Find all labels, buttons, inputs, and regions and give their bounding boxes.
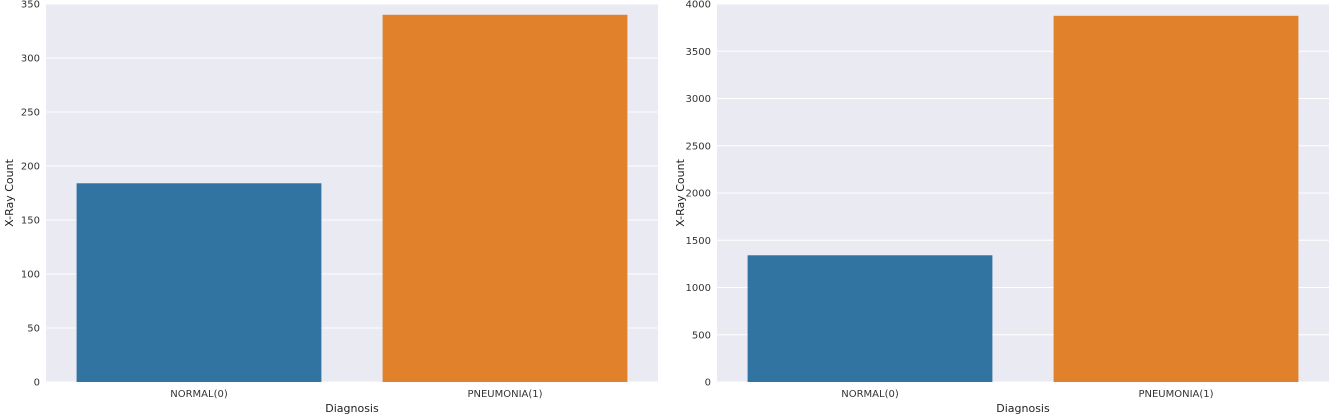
y-tick-label: 1000 (686, 283, 711, 294)
y-axis-label: X-Ray Count (674, 158, 687, 226)
bar-normal-0 (747, 255, 993, 382)
x-axis-label: Diagnosis (996, 402, 1050, 415)
chart-left: 0 50 100 150 200 250 300 350 NORMAL(0) PNEUMONIA(… (3, 0, 658, 415)
bar-normal-0 (76, 183, 322, 382)
y-tick-label: 300 (21, 54, 40, 65)
y-axis-label: X-Ray Count (3, 158, 16, 226)
y-tick-label: 150 (21, 216, 40, 227)
y-tick-label: 200 (21, 162, 40, 173)
bar-pneumonia-1 (1053, 15, 1299, 382)
x-axis-label: Diagnosis (325, 402, 379, 415)
y-tick-label: 3000 (686, 94, 711, 105)
x-tick-label: PNEUMONIA(1) (1138, 389, 1213, 400)
y-tick-label: 250 (21, 108, 40, 119)
y-tick-label: 50 (27, 324, 40, 335)
y-tick-label: 2500 (686, 141, 711, 152)
y-tick-label: 0 (705, 378, 711, 389)
y-tick-label: 1500 (686, 236, 711, 247)
y-tick-label: 0 (34, 378, 40, 389)
y-tick-label: 2000 (686, 189, 711, 200)
y-tick-label: 350 (21, 0, 40, 11)
bar-pneumonia-1 (382, 14, 628, 383)
x-tick-label: NORMAL(0) (841, 389, 899, 400)
y-tick-label: 500 (692, 330, 711, 341)
y-tick-label: 3500 (686, 47, 711, 58)
x-tick-label: PNEUMONIA(1) (467, 389, 542, 400)
y-tick-label: 4000 (686, 0, 711, 11)
chart-right: 0 500 1000 1500 2000 2500 3000 3500 4000 NORMAL(0… (674, 0, 1329, 415)
x-tick-label: NORMAL(0) (170, 389, 228, 400)
y-tick-label: 100 (21, 270, 40, 281)
